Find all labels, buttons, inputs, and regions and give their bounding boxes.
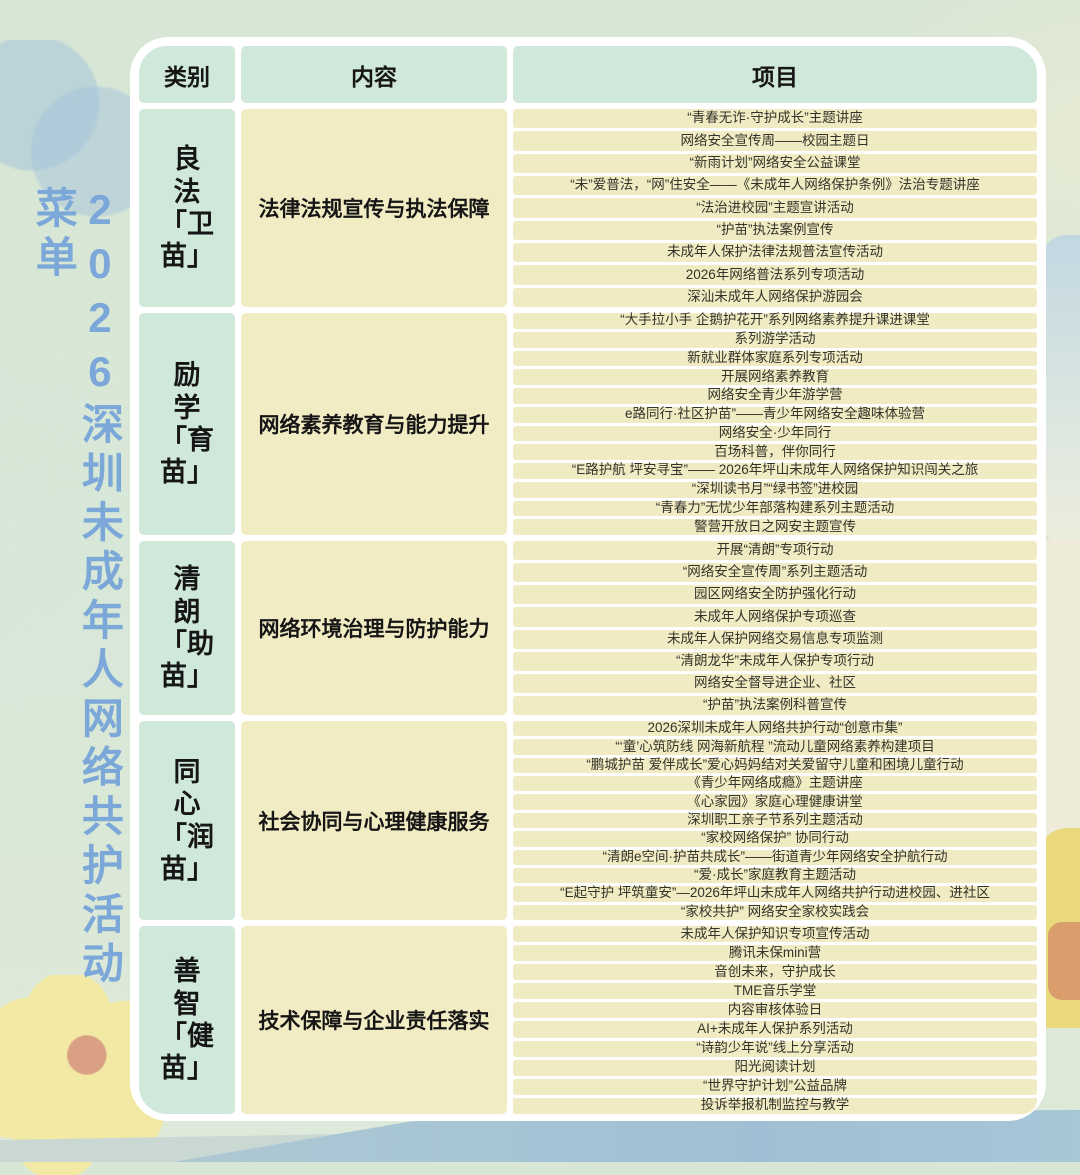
- category-line: 同: [173, 756, 201, 787]
- category-line: 励: [173, 360, 201, 391]
- project-item: 腾讯未保mini营: [513, 945, 1037, 962]
- category-cell: 良法「卫 苗」: [139, 109, 235, 307]
- category-cell: 同心「润 苗」: [139, 721, 235, 920]
- project-item: 开展网络素养教育: [513, 369, 1037, 385]
- project-item: “‘童’心筑防线 网海新航程 ”流动儿童网络素养构建项目: [513, 739, 1037, 755]
- project-item: “清朗龙华”未成年人保护专项行动: [513, 651, 1037, 671]
- content-cell: 网络环境治理与防护能力: [241, 541, 507, 715]
- category-line: 朗: [173, 596, 201, 627]
- project-item: 网络安全·少年同行: [513, 425, 1037, 442]
- project-item: 网络安全宣传周——校园主题日: [513, 131, 1037, 151]
- category-line: 「健: [160, 1021, 214, 1051]
- content-cell: 社会协同与心理健康服务: [241, 721, 507, 920]
- project-item: 《青少年网络成瘾》主题讲座: [513, 775, 1037, 792]
- project-item: “清朗e空间·护苗共成长”——街道青少年网络安全护航行动: [513, 849, 1037, 865]
- project-item: 百场科普，伴你同行: [513, 444, 1037, 460]
- project-item: “爱·成长”家庭教育主题活动: [513, 867, 1037, 884]
- project-items-column: “青春无诈·守护成长”主题讲座 网络安全宣传周——校园主题日 “新雨计划”网络安全公…: [513, 109, 1037, 307]
- project-item: “未”爱普法，“网”住安全——《未成年人网络保护条例》法治专题讲座: [513, 175, 1037, 196]
- project-item: 深圳职工亲子节系列主题活动: [513, 812, 1037, 829]
- category-line: 苗」: [160, 661, 214, 692]
- project-item: “深圳读书月”“绿书签”进校园: [513, 481, 1037, 498]
- project-item: “E起守护 坪筑童安”—2026年坪山未成年人网络共护行动进校园、进社区: [513, 885, 1037, 902]
- category-line: 良: [173, 144, 201, 175]
- project-item: TME音乐学堂: [513, 983, 1037, 1000]
- project-item: 警营开放日之网安主题宣传: [513, 519, 1037, 535]
- category-line: 苗」: [160, 457, 214, 488]
- table-header-0: 类别: [139, 46, 235, 103]
- project-item: 未成年人保护网络交易信息专项监测: [513, 629, 1037, 649]
- project-item: “大手拉小手 企鹅护花开”系列网络素养提升课进课堂: [513, 313, 1037, 329]
- table-grid: 类别 内容 项目良法「卫 苗」 法律法规宣传与执法保障 “青春无诈·守护成长”主题讲座 网络…: [139, 46, 1037, 1114]
- category-line: 「助: [160, 629, 214, 659]
- project-item: “青春无诈·守护成长”主题讲座: [513, 109, 1037, 129]
- right-orange-decoration: [1048, 922, 1080, 1000]
- project-item: 阳光阅读计划: [513, 1059, 1037, 1076]
- category-line: 「润: [160, 821, 214, 852]
- table-panel: 类别 内容 项目良法「卫 苗」 法律法规宣传与执法保障 “青春无诈·守护成长”主题讲座 网络…: [130, 37, 1046, 1121]
- project-item: “家校共护” 网络安全家校实践会: [513, 904, 1037, 920]
- project-item: 开展“清朗”专项行动: [513, 541, 1037, 561]
- project-item: “青春力”无忧少年部落构建系列主题活动: [513, 500, 1037, 517]
- project-item: 新就业群体家庭系列专项活动: [513, 350, 1037, 367]
- right-sky-decoration: [1042, 235, 1080, 545]
- category-line: 智: [173, 988, 201, 1019]
- project-item: “法治进校园”主题宣讲活动: [513, 198, 1037, 218]
- project-item: 投诉举报机制监控与教学: [513, 1098, 1037, 1114]
- content-cell: 网络素养教育与能力提升: [241, 313, 507, 535]
- project-item: 2026深圳未成年人网络共护行动“创意市集”: [513, 720, 1037, 737]
- project-item: 系列游学活动: [513, 331, 1037, 348]
- category-line: 苗」: [160, 241, 214, 272]
- category-line: 心: [173, 789, 201, 820]
- category-line: 法: [173, 176, 201, 207]
- project-items-column: 开展“清朗”专项行动 “网络安全宣传周”系列主题活动 园区网络安全防护强化行动 未成年…: [513, 541, 1037, 715]
- category-line: 苗」: [160, 1053, 214, 1084]
- project-item: “网络安全宣传周”系列主题活动: [513, 563, 1037, 583]
- project-item: 园区网络安全防护强化行动: [513, 585, 1037, 605]
- project-item: “护苗”执法案例科普宣传: [513, 695, 1037, 715]
- project-item: e路同行·社区护苗”——青少年网络安全趣味体验营: [513, 406, 1037, 423]
- project-item: 内容审核体验日: [513, 1002, 1037, 1019]
- category-line: 清: [173, 564, 201, 595]
- category-cell: 善智「健 苗」: [139, 926, 235, 1114]
- category-line: 「卫: [160, 209, 214, 239]
- content-cell: 技术保障与企业责任落实: [241, 926, 507, 1114]
- content-cell: 法律法规宣传与执法保障: [241, 109, 507, 307]
- project-item: AI+未成年人保护系列活动: [513, 1021, 1037, 1038]
- project-items-column: 2026深圳未成年人网络共护行动“创意市集” “‘童’心筑防线 网海新航程 ”流动…: [513, 720, 1037, 920]
- project-item: 《心家园》家庭心理健康讲堂: [513, 794, 1037, 810]
- project-item: “护苗”执法案例宣传: [513, 220, 1037, 240]
- project-item: “鹏城护苗 爱伴成长”爱心妈妈结对关爱留守儿童和困境儿童行动: [513, 757, 1037, 774]
- category-line: 学: [173, 392, 201, 423]
- right-cream-decoration: [1042, 540, 1080, 840]
- project-item: 未成年人保护法律法规普法宣传活动: [513, 242, 1037, 263]
- project-item: 音创未来，守护成长: [513, 964, 1037, 981]
- project-items-column: “大手拉小手 企鹅护花开”系列网络素养提升课进课堂 系列游学活动 新就业群体家庭系列…: [513, 313, 1037, 535]
- project-items-column: 未成年人保护知识专项宣传活动 腾讯未保mini营 音创未来，守护成长 TME音乐学堂内…: [513, 926, 1037, 1114]
- project-item: 深汕未成年人网络保护游园会: [513, 287, 1037, 307]
- table-header-2: 项目: [513, 46, 1037, 103]
- project-item: 未成年人网络保护专项巡查: [513, 607, 1037, 627]
- project-item: 网络安全青少年游学营: [513, 388, 1037, 404]
- project-item: “世界守护计划”公益品牌: [513, 1078, 1037, 1095]
- table-header-1: 内容: [241, 46, 507, 103]
- category-line: 「育: [160, 425, 214, 455]
- project-item: “诗韵少年说”线上分享活动: [513, 1040, 1037, 1057]
- category-line: 善: [173, 956, 201, 987]
- project-item: “E路护航 坪安寻宝”—— 2026年坪山未成年人网络保护知识闯关之旅: [513, 463, 1037, 479]
- project-item: 2026年网络普法系列专项活动: [513, 265, 1037, 285]
- category-line: 苗」: [160, 853, 214, 884]
- category-cell: 励学「育 苗」: [139, 313, 235, 535]
- project-item: 网络安全督导进企业、社区: [513, 673, 1037, 693]
- category-cell: 清朗「助 苗」: [139, 541, 235, 715]
- page-title: 2026深圳未成年人网络共护活动菜单: [30, 186, 124, 990]
- project-item: “家校网络保护” 协同行动: [513, 830, 1037, 847]
- project-item: “新雨计划”网络安全公益课堂: [513, 153, 1037, 173]
- project-item: 未成年人保护知识专项宣传活动: [513, 926, 1037, 943]
